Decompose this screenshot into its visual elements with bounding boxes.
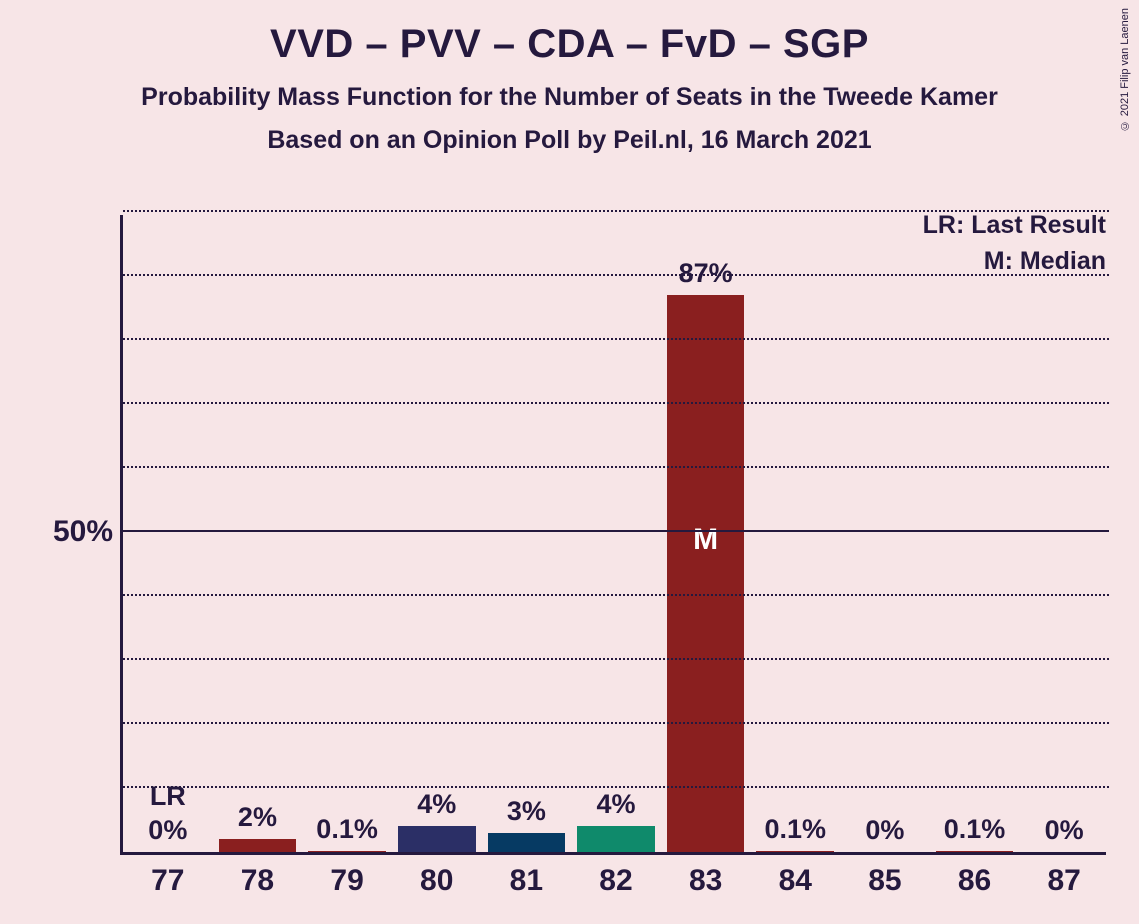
bar-slot: 3%81 xyxy=(482,212,572,852)
x-tick-label: 80 xyxy=(392,864,482,898)
bar-slot: 4%80 xyxy=(392,212,482,852)
bar-slot: 0%LR77 xyxy=(123,212,213,852)
bar-slot: 4%82 xyxy=(571,212,661,852)
bar xyxy=(577,826,655,852)
x-tick-label: 82 xyxy=(571,864,661,898)
bar xyxy=(308,851,386,852)
gridline-minor xyxy=(123,466,1109,468)
bar-slot: 87%M83 xyxy=(661,212,751,852)
x-tick-label: 78 xyxy=(213,864,303,898)
bar-value-label: 0% xyxy=(1019,815,1109,846)
bar xyxy=(219,839,297,852)
bar-value-label: 0.1% xyxy=(302,814,392,845)
bar-value-label: 4% xyxy=(392,789,482,820)
y-tick-label: 50% xyxy=(43,515,113,549)
bar-slot: 0%85 xyxy=(840,212,930,852)
bar-slot: 0.1%84 xyxy=(750,212,840,852)
bar xyxy=(936,851,1014,852)
copyright-text: © 2021 Filip van Laenen xyxy=(1119,8,1131,131)
bar-value-label: 0.1% xyxy=(930,814,1020,845)
chart-subtitle-2: Based on an Opinion Poll by Peil.nl, 16 … xyxy=(0,126,1139,155)
x-tick-label: 86 xyxy=(930,864,1020,898)
bars-container: 0%LR772%780.1%794%803%814%8287%M830.1%84… xyxy=(123,212,1109,852)
gridline-minor xyxy=(123,338,1109,340)
bar xyxy=(756,851,834,852)
bar-value-label: 3% xyxy=(482,796,572,827)
chart-title: VVD – PVV – CDA – FvD – SGP xyxy=(0,0,1139,67)
gridline-minor xyxy=(123,722,1109,724)
gridline-minor xyxy=(123,658,1109,660)
bar-value-label: 2% xyxy=(213,802,303,833)
bar-value-label: 4% xyxy=(571,789,661,820)
chart-subtitle-1: Probability Mass Function for the Number… xyxy=(0,83,1139,112)
x-tick-label: 77 xyxy=(123,864,213,898)
bar-value-label: 0.1% xyxy=(750,814,840,845)
bar xyxy=(488,833,566,852)
bar-slot: 0.1%79 xyxy=(302,212,392,852)
bar-value-label: 0% xyxy=(123,815,213,846)
x-tick-label: 87 xyxy=(1019,864,1109,898)
bar-marker-inside: M xyxy=(661,523,751,557)
x-tick-label: 81 xyxy=(482,864,572,898)
x-tick-label: 79 xyxy=(302,864,392,898)
bar-value-label: 0% xyxy=(840,815,930,846)
plot-area: 0%LR772%780.1%794%803%814%8287%M830.1%84… xyxy=(120,215,1106,855)
bar xyxy=(398,826,476,852)
x-tick-label: 84 xyxy=(750,864,840,898)
bar xyxy=(667,295,745,852)
gridline-minor xyxy=(123,210,1109,212)
bar-slot: 2%78 xyxy=(213,212,303,852)
gridline-minor xyxy=(123,402,1109,404)
x-tick-label: 83 xyxy=(661,864,751,898)
plot-wrap: LR: Last Result M: Median 0%LR772%780.1%… xyxy=(120,215,1106,855)
gridline-minor xyxy=(123,594,1109,596)
gridline-major xyxy=(123,530,1109,532)
bar-slot: 0.1%86 xyxy=(930,212,1020,852)
x-tick-label: 85 xyxy=(840,864,930,898)
gridline-minor xyxy=(123,786,1109,788)
bar-slot: 0%87 xyxy=(1019,212,1109,852)
gridline-minor xyxy=(123,274,1109,276)
